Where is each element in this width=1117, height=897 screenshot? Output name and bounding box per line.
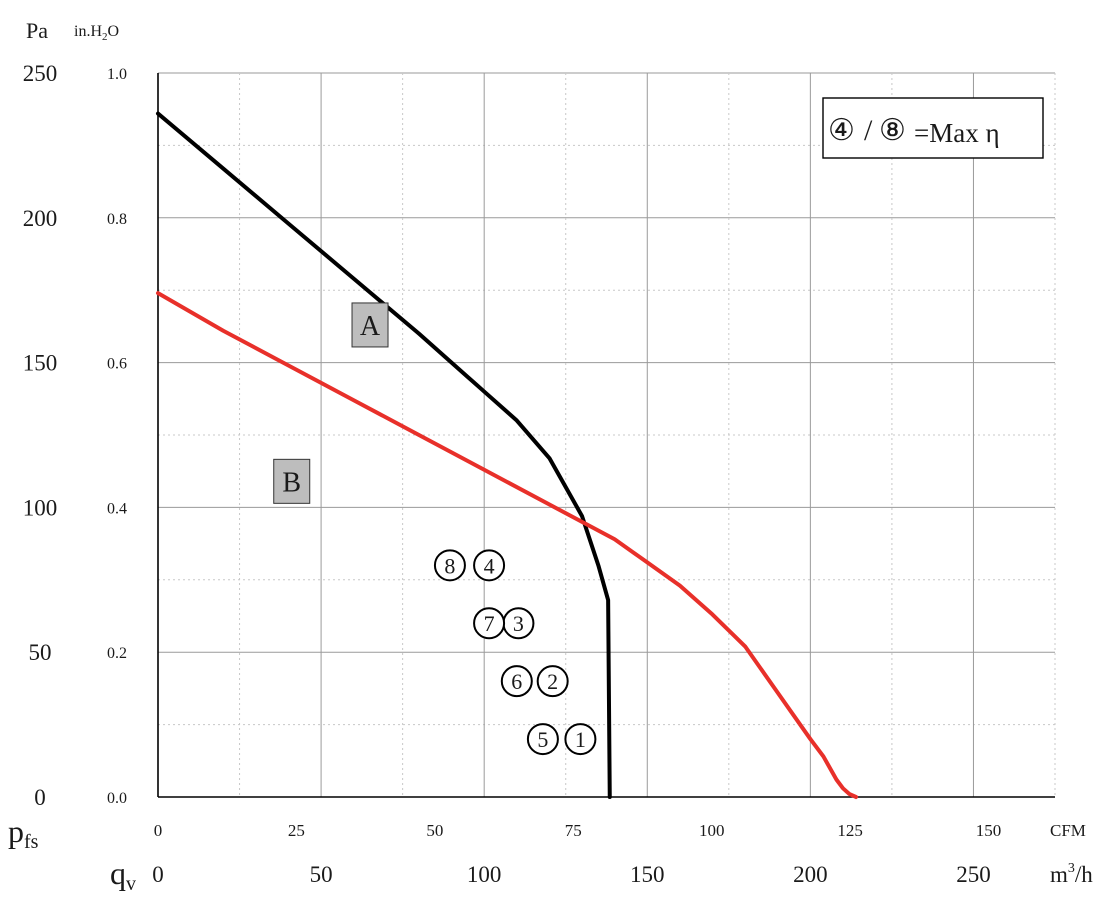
x-symbol-qv: qv xyxy=(110,855,136,895)
x-tick-label-cfm: 150 xyxy=(976,821,1002,840)
x-tick-label-cfm: 100 xyxy=(699,821,725,840)
operating-point-label-2: 2 xyxy=(547,669,558,694)
y-tick-label-inh2o: 1.0 xyxy=(107,66,127,83)
curve-label-a: A xyxy=(360,311,381,342)
x-tick-label-m3h: 150 xyxy=(630,862,665,887)
legend-box xyxy=(822,97,1044,159)
operating-point-label-7: 7 xyxy=(484,611,495,636)
y-tick-label-pa: 100 xyxy=(23,495,58,520)
operating-point-2 xyxy=(536,665,569,698)
x-unit-m3h: m3/h xyxy=(1050,861,1093,887)
operating-point-label-5: 5 xyxy=(537,727,548,752)
y-symbol-pfs: pfs xyxy=(8,813,39,853)
x-tick-label-m3h: 100 xyxy=(467,862,502,887)
operating-point-label-4: 4 xyxy=(484,553,495,578)
operating-point-8 xyxy=(433,549,466,582)
y-tick-label-inh2o: 0.6 xyxy=(107,356,127,373)
operating-point-1 xyxy=(564,723,597,756)
operating-point-label-8: 8 xyxy=(444,553,455,578)
x-unit-cfm: CFM xyxy=(1050,821,1086,840)
operating-point-label-1: 1 xyxy=(575,727,586,752)
operating-point-7 xyxy=(473,607,506,640)
y-unit-pa: Pa xyxy=(26,18,48,43)
curve-b xyxy=(156,291,859,799)
x-tick-label-m3h: 0 xyxy=(152,862,164,887)
y-tick-label-inh2o: 0.2 xyxy=(107,645,127,662)
y-tick-label-pa: 50 xyxy=(29,640,52,665)
y-tick-label-inh2o: 0.4 xyxy=(107,500,127,517)
legend-separator: / xyxy=(864,114,873,147)
y-unit-inh2o: in.H2O xyxy=(74,23,119,43)
curve-label-box-a xyxy=(351,302,389,348)
operating-points: 1 2 3 4 5 6 7 8 xyxy=(433,549,597,756)
x-tick-label-m3h: 50 xyxy=(310,862,333,887)
curve-label-b: B xyxy=(282,467,301,498)
operating-point-label-6: 6 xyxy=(511,669,522,694)
legend: ④ / ⑧ =Max η xyxy=(822,97,1044,159)
curve-label-box-b xyxy=(273,458,311,504)
y-tick-label-pa: 200 xyxy=(23,206,58,231)
legend-second-symbol: ⑧ xyxy=(879,114,906,147)
legend-first-symbol: ④ xyxy=(828,114,855,147)
y-tick-label-inh2o: 0.0 xyxy=(107,790,127,807)
x-tick-label-cfm: 75 xyxy=(565,821,582,840)
y-tick-label-inh2o: 0.8 xyxy=(107,211,127,228)
operating-point-label-3: 3 xyxy=(513,611,524,636)
axes xyxy=(157,73,1055,798)
operating-point-5 xyxy=(526,723,559,756)
x-tick-label-cfm: 125 xyxy=(837,821,863,840)
operating-point-6 xyxy=(500,665,533,698)
x-tick-label-cfm: 50 xyxy=(426,821,443,840)
y-tick-label-pa: 150 xyxy=(23,351,58,376)
legend-text: =Max η xyxy=(914,118,1000,148)
curves xyxy=(156,111,859,799)
grid xyxy=(158,72,1056,797)
x-tick-label-cfm: 0 xyxy=(154,821,163,840)
y-tick-label-pa: 250 xyxy=(23,61,58,86)
operating-point-4 xyxy=(473,549,506,582)
x-tick-label-cfm: 25 xyxy=(288,821,305,840)
curve-labels: AB xyxy=(273,302,389,504)
curve-a xyxy=(156,111,612,799)
x-tick-label-m3h: 250 xyxy=(956,862,991,887)
x-tick-label-m3h: 200 xyxy=(793,862,828,887)
y-tick-label-pa: 0 xyxy=(34,785,46,810)
